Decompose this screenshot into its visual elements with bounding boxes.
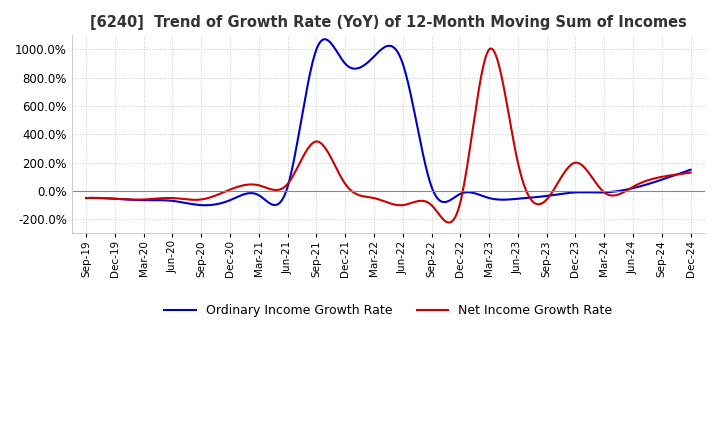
Net Income Growth Rate — [409, 200, 418, 205]
Line: Net Income Growth Rate: Net Income Growth Rate — [86, 48, 690, 223]
Ordinary Income Growth Rate — [444, 198, 453, 204]
Ordinary Income Growth Rate — [372, 52, 380, 58]
Net Income Growth Rate — [82, 195, 91, 201]
Ordinary Income Growth Rate — [411, 116, 420, 121]
Net Income Growth Rate — [369, 195, 377, 201]
Net Income Growth Rate — [372, 196, 381, 202]
Net Income Growth Rate — [686, 170, 695, 175]
Net Income Growth Rate — [674, 172, 683, 177]
Net Income Growth Rate — [445, 220, 454, 225]
Ordinary Income Growth Rate — [320, 37, 329, 42]
Net Income Growth Rate — [487, 46, 495, 51]
Net Income Growth Rate — [580, 165, 588, 170]
Ordinary Income Growth Rate — [580, 190, 588, 195]
Line: Ordinary Income Growth Rate: Ordinary Income Growth Rate — [86, 39, 690, 205]
Ordinary Income Growth Rate — [674, 171, 683, 176]
Net Income Growth Rate — [441, 219, 450, 224]
Title: [6240]  Trend of Growth Rate (YoY) of 12-Month Moving Sum of Incomes: [6240] Trend of Growth Rate (YoY) of 12-… — [90, 15, 687, 30]
Ordinary Income Growth Rate — [82, 195, 91, 201]
Ordinary Income Growth Rate — [375, 48, 384, 54]
Ordinary Income Growth Rate — [686, 167, 695, 172]
Ordinary Income Growth Rate — [201, 202, 210, 208]
Legend: Ordinary Income Growth Rate, Net Income Growth Rate: Ordinary Income Growth Rate, Net Income … — [159, 299, 618, 322]
